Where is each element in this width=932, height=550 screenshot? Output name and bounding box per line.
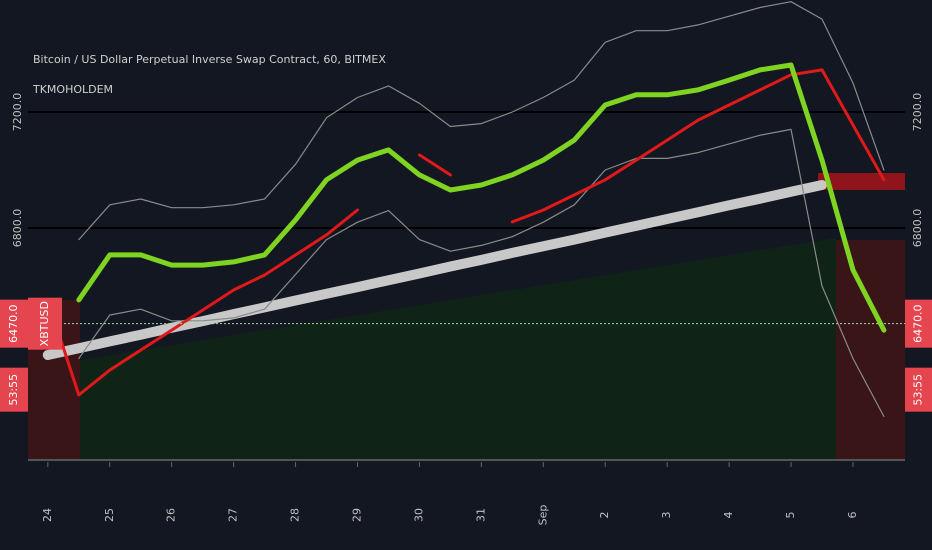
price-box (905, 299, 932, 348)
countdown-box (905, 367, 932, 412)
x-tick-label: 26 (165, 508, 178, 522)
chart-title: Bitcoin / US Dollar Perpetual Inverse Sw… (33, 53, 386, 66)
x-tick-label: 24 (41, 508, 54, 522)
x-tick-label: 28 (289, 508, 302, 522)
x-tick-label: 3 (660, 512, 673, 519)
series-line (46, 68, 886, 397)
x-tick-label: 4 (722, 512, 735, 519)
countdown: 53:55 (912, 374, 925, 406)
price-label: 6470.0 (912, 304, 925, 343)
price-label: 6470.0 (7, 304, 20, 343)
x-tick-label: 27 (227, 508, 240, 522)
shade-area (80, 238, 836, 460)
x-tick-label: 31 (474, 508, 487, 522)
symbol-label: XBTUSD (38, 301, 51, 346)
y-tick-label: 7200.0 (11, 93, 24, 132)
shade-right (836, 240, 905, 460)
chart-subtitle: TKMOHOLDEM (32, 83, 113, 96)
series-line (78, 128, 885, 418)
x-tick-label: Sep (536, 505, 549, 526)
plot (28, 1, 905, 418)
series-line (76, 62, 887, 333)
y-tick-label: 6800.0 (911, 209, 924, 248)
symbol-box (28, 297, 62, 350)
x-tick-label: 2 (598, 512, 611, 519)
x-tick-label: 29 (350, 508, 363, 522)
series-line (78, 1, 885, 241)
x-tick-label: 30 (412, 508, 425, 522)
price-box (0, 299, 28, 348)
countdown-box (0, 367, 28, 412)
x-tick-label: 25 (103, 508, 116, 522)
x-tick-label: 6 (846, 512, 859, 519)
y-tick-label: 6800.0 (11, 209, 24, 248)
y-tick-label: 7200.0 (911, 93, 924, 132)
x-tick-label: 5 (784, 512, 797, 519)
countdown: 53:55 (7, 374, 20, 406)
